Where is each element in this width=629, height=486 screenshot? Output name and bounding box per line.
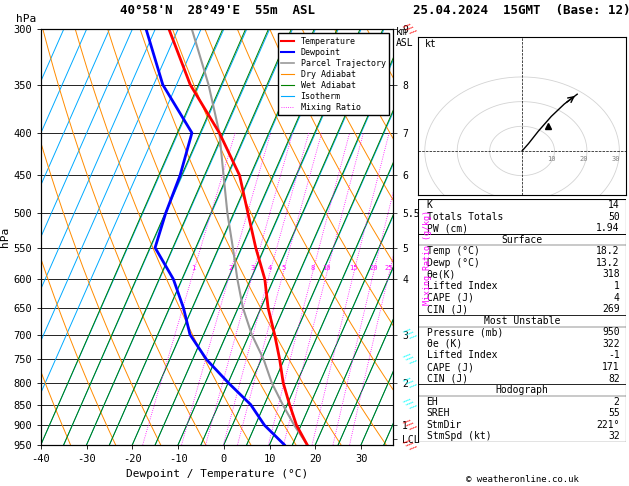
Text: 1: 1 — [191, 265, 195, 271]
Text: 13.2: 13.2 — [596, 258, 620, 268]
Text: 10: 10 — [547, 156, 555, 162]
Text: ///: /// — [401, 417, 417, 434]
Text: 221°: 221° — [596, 420, 620, 430]
Text: 318: 318 — [602, 269, 620, 279]
Text: 269: 269 — [602, 304, 620, 314]
Text: 82: 82 — [608, 374, 620, 383]
Text: CIN (J): CIN (J) — [426, 374, 468, 383]
Text: 25.04.2024  15GMT  (Base: 12): 25.04.2024 15GMT (Base: 12) — [413, 4, 629, 17]
Text: 20: 20 — [369, 265, 378, 271]
Text: 30: 30 — [612, 156, 620, 162]
Text: StmSpd (kt): StmSpd (kt) — [426, 432, 491, 441]
Text: 2: 2 — [614, 397, 620, 407]
Text: ///: /// — [401, 326, 417, 343]
Text: 55: 55 — [608, 408, 620, 418]
Text: EH: EH — [426, 397, 438, 407]
Text: ///: /// — [401, 374, 417, 391]
Text: Lifted Index: Lifted Index — [426, 281, 497, 291]
Text: 2: 2 — [228, 265, 232, 271]
Text: 20: 20 — [579, 156, 588, 162]
Text: Surface: Surface — [501, 235, 543, 244]
Text: Hodograph: Hodograph — [496, 385, 548, 395]
Text: © weatheronline.co.uk: © weatheronline.co.uk — [465, 474, 579, 484]
Text: 4: 4 — [614, 293, 620, 303]
Text: kt: kt — [425, 39, 437, 50]
Text: 4: 4 — [268, 265, 272, 271]
Text: Lifted Index: Lifted Index — [426, 350, 497, 361]
Text: 50: 50 — [608, 211, 620, 222]
Y-axis label: hPa: hPa — [1, 227, 10, 247]
Text: ///: /// — [401, 351, 417, 368]
Text: Most Unstable: Most Unstable — [484, 316, 560, 326]
Text: ///: /// — [401, 436, 417, 453]
Text: 3: 3 — [251, 265, 255, 271]
Text: Totals Totals: Totals Totals — [426, 211, 503, 222]
Text: 15: 15 — [350, 265, 358, 271]
Text: Mixing Ratio (g/kg): Mixing Ratio (g/kg) — [423, 210, 432, 305]
Text: 1.94: 1.94 — [596, 223, 620, 233]
Text: km
ASL: km ASL — [396, 27, 414, 48]
Text: Dewp (°C): Dewp (°C) — [426, 258, 479, 268]
Text: 18.2: 18.2 — [596, 246, 620, 256]
Text: StmDir: StmDir — [426, 420, 462, 430]
Text: CAPE (J): CAPE (J) — [426, 362, 474, 372]
Text: 1: 1 — [614, 281, 620, 291]
Text: CAPE (J): CAPE (J) — [426, 293, 474, 303]
Text: 5: 5 — [281, 265, 286, 271]
Text: SREH: SREH — [426, 408, 450, 418]
Text: ///: /// — [401, 21, 417, 37]
Text: 322: 322 — [602, 339, 620, 349]
Legend: Temperature, Dewpoint, Parcel Trajectory, Dry Adiabat, Wet Adiabat, Isotherm, Mi: Temperature, Dewpoint, Parcel Trajectory… — [278, 34, 389, 116]
Text: 8: 8 — [310, 265, 314, 271]
Text: hPa: hPa — [16, 14, 36, 24]
Text: 40°58'N  28°49'E  55m  ASL: 40°58'N 28°49'E 55m ASL — [120, 4, 314, 17]
Text: 25: 25 — [385, 265, 393, 271]
Text: Temp (°C): Temp (°C) — [426, 246, 479, 256]
Text: Pressure (mb): Pressure (mb) — [426, 327, 503, 337]
Text: K: K — [426, 200, 433, 210]
Text: θe(K): θe(K) — [426, 269, 456, 279]
Text: -1: -1 — [608, 350, 620, 361]
Text: 171: 171 — [602, 362, 620, 372]
X-axis label: Dewpoint / Temperature (°C): Dewpoint / Temperature (°C) — [126, 469, 308, 479]
Text: 950: 950 — [602, 327, 620, 337]
Text: CIN (J): CIN (J) — [426, 304, 468, 314]
Text: 10: 10 — [323, 265, 331, 271]
Text: ///: /// — [401, 396, 417, 413]
Text: 32: 32 — [608, 432, 620, 441]
Text: 14: 14 — [608, 200, 620, 210]
Text: PW (cm): PW (cm) — [426, 223, 468, 233]
Text: θe (K): θe (K) — [426, 339, 462, 349]
